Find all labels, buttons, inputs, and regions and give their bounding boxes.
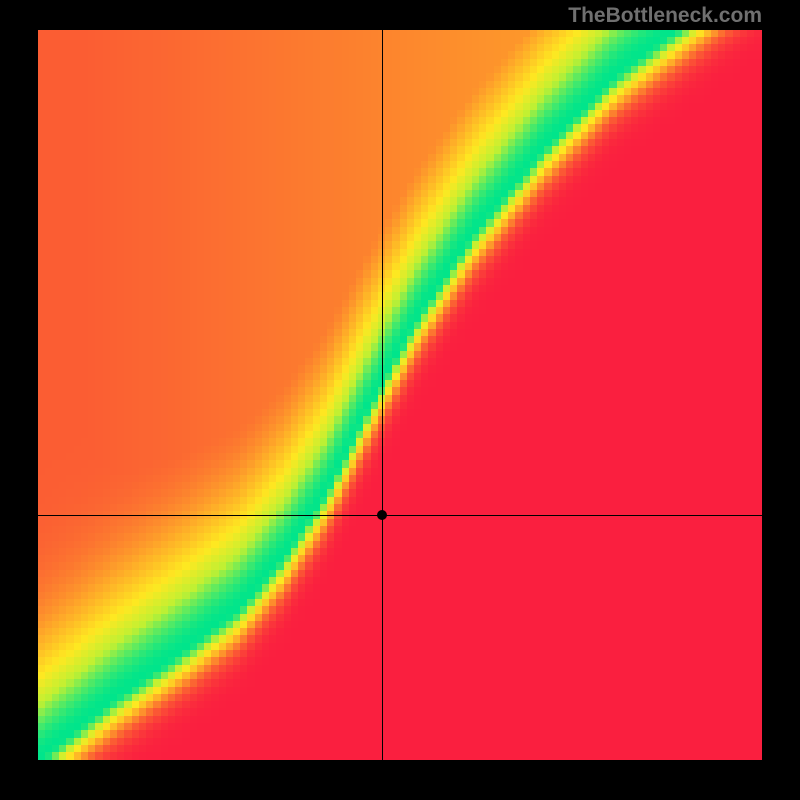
crosshair-vertical [382,30,383,760]
crosshair-horizontal [38,515,762,516]
watermark-text: TheBottleneck.com [568,4,762,28]
chart-container: TheBottleneck.com [0,0,800,800]
intersection-marker [377,510,387,520]
plot-area [38,30,762,760]
heatmap-canvas [38,30,762,760]
